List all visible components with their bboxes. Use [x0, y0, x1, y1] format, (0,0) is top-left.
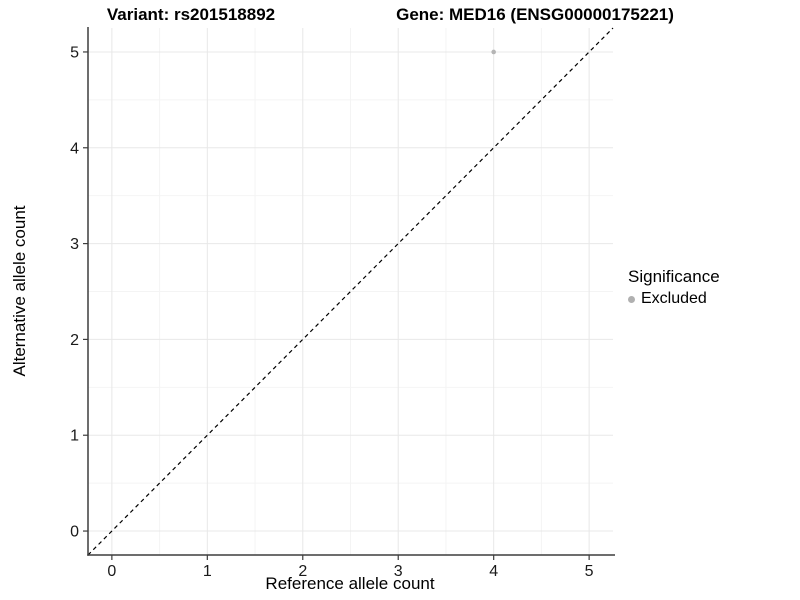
y-axis-title: Alternative allele count	[10, 205, 29, 377]
x-tick-label: 5	[585, 563, 594, 580]
axes	[83, 27, 615, 560]
y-tick-label: 2	[70, 332, 79, 349]
plot-shapes	[87, 27, 614, 556]
major-gridlines	[88, 28, 613, 555]
plot-title-variant: Variant: rs201518892	[106, 5, 276, 24]
x-tick-label: 2	[298, 563, 307, 580]
minor-gridlines	[88, 28, 613, 555]
x-tick-label: 0	[107, 563, 116, 580]
y-tick-label: 5	[70, 44, 79, 61]
data-point	[491, 49, 496, 55]
legend-item-label: Excluded	[641, 290, 707, 307]
y-tick-label: 0	[70, 524, 79, 541]
tick-labels: 0 1 2 3 4 5 0 1 2 3 4 5	[70, 44, 594, 580]
legend-title: Significance	[628, 267, 720, 286]
y-tick-label: 4	[70, 140, 79, 157]
x-tick-label: 4	[489, 563, 498, 580]
x-tick-label: 1	[203, 563, 212, 580]
legend-point-icon	[628, 295, 635, 303]
y-tick-label: 1	[70, 428, 79, 445]
y-tick-label: 3	[70, 236, 79, 253]
x-tick-label: 3	[394, 563, 403, 580]
legend: Significance Excluded	[628, 266, 720, 310]
plot-title-gene: Gene: MED16 (ENSG00000175221)	[396, 5, 674, 24]
legend-item-excluded: Excluded	[628, 288, 720, 310]
x-axis-title: Reference allele count	[265, 574, 435, 593]
identity-line	[87, 27, 614, 556]
